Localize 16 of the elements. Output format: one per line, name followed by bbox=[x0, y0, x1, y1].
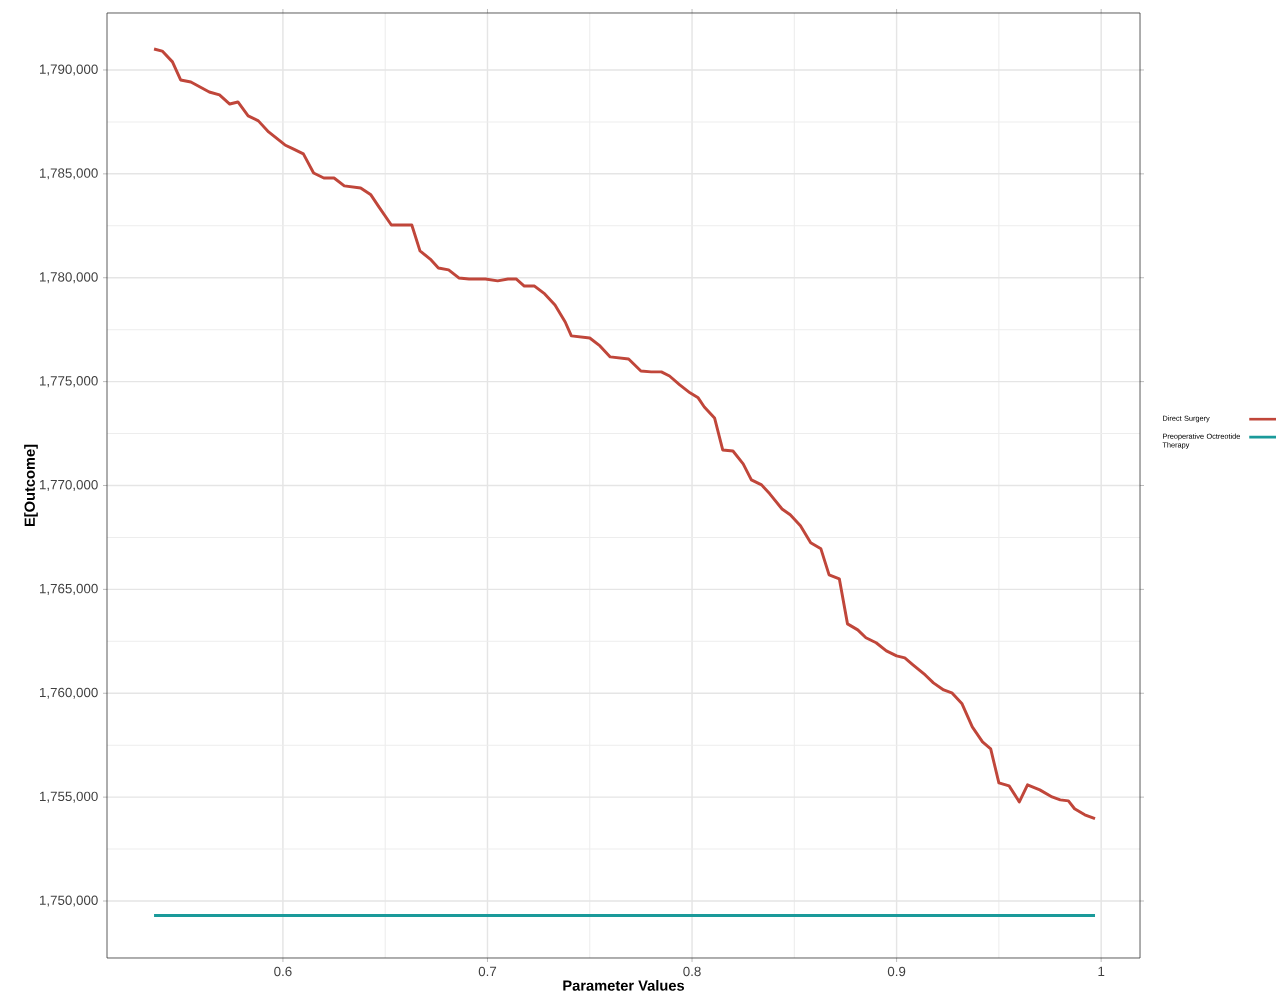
y-tick-label: 1,755,000 bbox=[40, 791, 98, 803]
x-tick-label: 0.6 bbox=[274, 966, 292, 977]
y-tick-label: 1,775,000 bbox=[40, 376, 98, 388]
y-tick-label: 1,785,000 bbox=[40, 168, 98, 180]
y-tick-label: 1,760,000 bbox=[40, 687, 98, 699]
x-tick-label: 0.7 bbox=[478, 966, 497, 977]
x-tick-label: 0.8 bbox=[683, 966, 701, 977]
x-axis-title: Parameter Values bbox=[563, 979, 685, 991]
y-tick-label: 1,780,000 bbox=[40, 272, 98, 284]
y-tick-label: 1,765,000 bbox=[40, 583, 98, 595]
x-tick-label: 1 bbox=[1098, 966, 1105, 976]
y-tick-label: 1,790,000 bbox=[40, 64, 98, 76]
y-tick-label: 1,750,000 bbox=[40, 895, 98, 907]
y-tick-label: 1,770,000 bbox=[40, 479, 98, 492]
x-tick-label: 0.9 bbox=[887, 966, 906, 977]
y-axis-title: E[Outcome] bbox=[24, 444, 38, 527]
